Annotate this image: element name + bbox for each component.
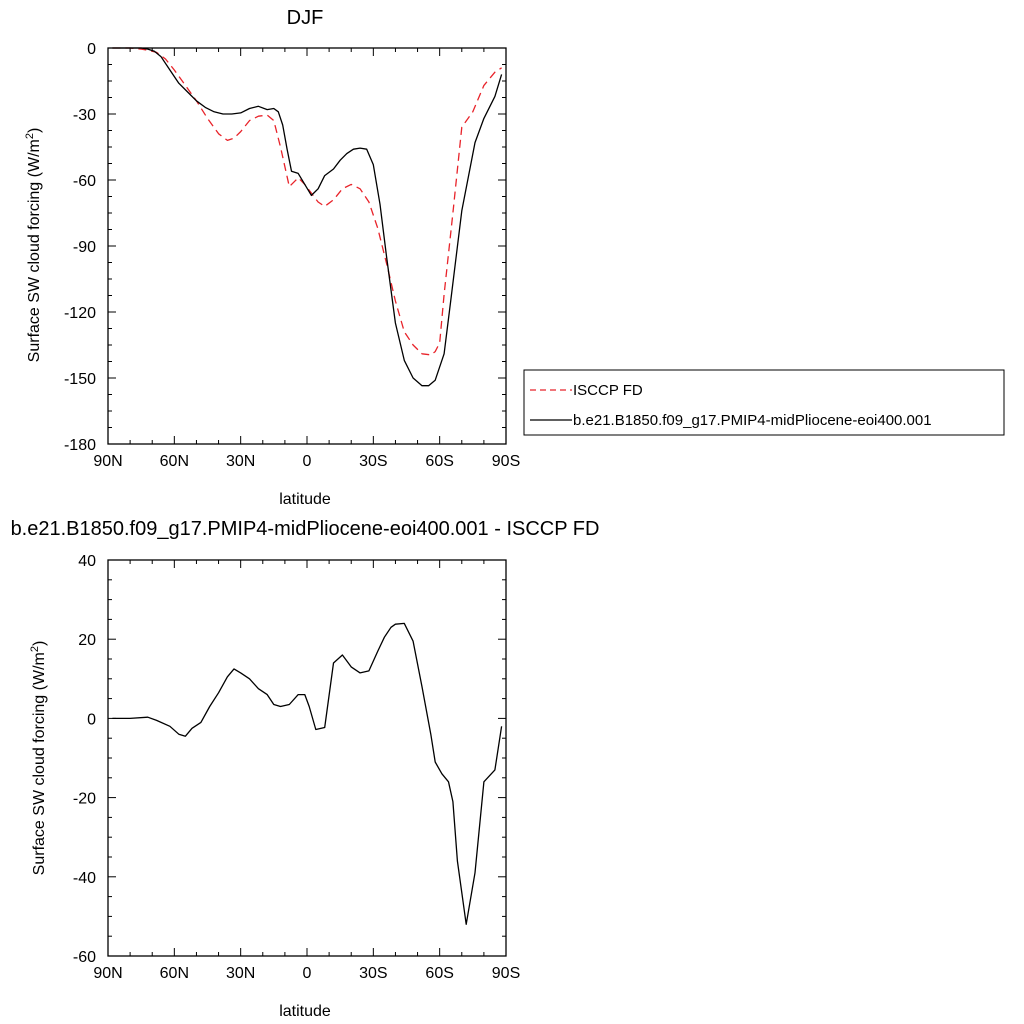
x-tick-label: 90S <box>492 453 520 470</box>
y-tick-label: -60 <box>73 949 96 966</box>
y-tick-label: 0 <box>87 711 96 728</box>
y-tick-label: -20 <box>73 791 96 808</box>
y-axis-label-superscript: 2 <box>29 646 41 652</box>
x-tick-label: 60S <box>425 453 453 470</box>
x-tick-label: 90N <box>93 965 122 982</box>
y-tick-label: 20 <box>78 632 96 649</box>
y-tick-label: -40 <box>73 870 96 887</box>
series-line-isccp-fd <box>112 47 502 356</box>
x-tick-label: 60S <box>425 965 453 982</box>
djf-panel: DJF latitude Surface SW cloud forcing (W… <box>24 7 520 508</box>
x-tick-label: 0 <box>303 453 312 470</box>
x-tick-label: 30S <box>359 965 387 982</box>
x-tick-label: 60N <box>160 965 189 982</box>
y-tick-label: -150 <box>64 371 96 388</box>
y-axis-label: Surface SW cloud forcing (W/m2) <box>29 641 48 876</box>
legend-box <box>523 369 1005 436</box>
y-axis-label: Surface SW cloud forcing (W/m2) <box>24 128 43 363</box>
y-tick-label: 40 <box>78 553 96 570</box>
plot-area: 90N 60N 30N 0 30S 60S 90S 40 20 0 -20 -40 -60 <box>73 553 520 982</box>
panel-title: b.e21.B1850.f09_g17.PMIP4-midPliocene-eo… <box>11 518 600 540</box>
legend-label-model: b.e21.B1850.f09_g17.PMIP4-midPliocene-eo… <box>573 412 932 429</box>
y-tick-label: 0 <box>87 41 96 58</box>
x-axis-label: latitude <box>279 491 331 508</box>
series-line-difference <box>112 622 503 925</box>
y-axis-label-superscript: 2 <box>24 133 36 139</box>
y-axis-label-tail: ) <box>31 641 48 646</box>
y-tick-label: -120 <box>64 305 96 322</box>
difference-panel: b.e21.B1850.f09_g17.PMIP4-midPliocene-eo… <box>11 518 600 1020</box>
plot-area: 90N 60N 30N 0 30S 60S 90S 0 -30 -60 -90 -120 -150 -18… <box>64 41 520 470</box>
x-tick-label: 90N <box>93 453 122 470</box>
x-tick-label: 0 <box>303 965 312 982</box>
panel-title: DJF <box>287 7 324 29</box>
legend-label-isccp-fd: ISCCP FD <box>573 382 643 399</box>
legend: ISCCP FD b.e21.B1850.f09_g17.PMIP4-midPl… <box>523 369 1005 436</box>
y-axis-label-tail: ) <box>26 128 43 133</box>
y-tick-label: -30 <box>73 107 96 124</box>
plot-frame <box>107 559 507 957</box>
x-tick-label: 60N <box>160 453 189 470</box>
plot-frame <box>107 47 507 445</box>
x-axis-label: latitude <box>279 1003 331 1020</box>
x-tick-label: 30N <box>226 453 255 470</box>
series-line-model <box>112 47 503 387</box>
y-tick-label: -90 <box>73 239 96 256</box>
y-axis-label-main: Surface SW cloud forcing (W/m <box>26 139 43 362</box>
y-axis-label-main: Surface SW cloud forcing (W/m <box>31 652 48 875</box>
y-tick-label: -180 <box>64 437 96 454</box>
x-tick-label: 30S <box>359 453 387 470</box>
x-tick-label: 30N <box>226 965 255 982</box>
x-tick-label: 90S <box>492 965 520 982</box>
y-tick-label: -60 <box>73 173 96 190</box>
